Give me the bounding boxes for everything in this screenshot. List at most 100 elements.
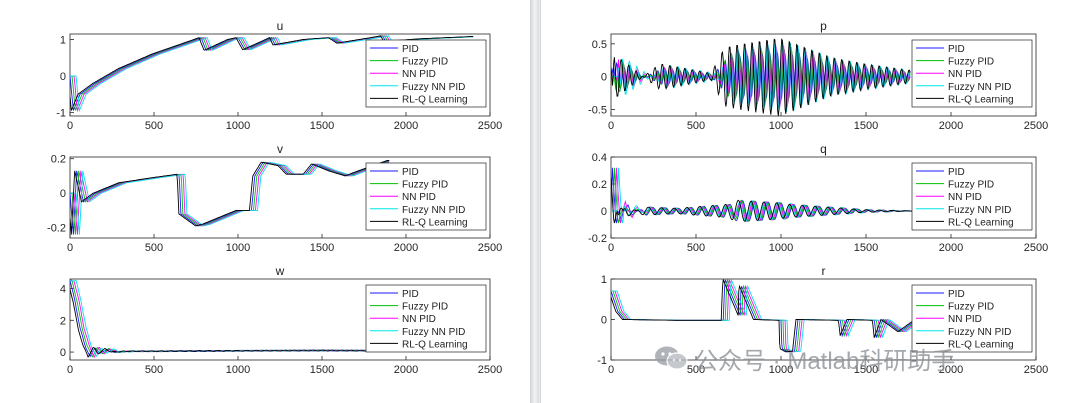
x-tick-label-p: 2000 (939, 120, 963, 132)
legend-label-w-0: PID (402, 289, 419, 300)
figure-panel-left: u 0 500 1000 1500 2000 2500 -1 0 1 PID Fuzzy PID NN … (0, 0, 531, 403)
x-tick-label-r: 1000 (769, 364, 793, 376)
y-tick-label-u: 1 (60, 34, 66, 46)
legend-label-w-3: Fuzzy NN PID (402, 327, 465, 338)
series-line-v-4 (70, 159, 390, 235)
watermark: 公众号 · Matlab科研助手 (654, 340, 955, 376)
legend-label-q-4: RL-Q Learning (948, 217, 1014, 228)
series-line-q-1 (611, 167, 917, 224)
series-line-v-2 (70, 161, 390, 235)
legend-label-p-4: RL-Q Learning (948, 94, 1014, 105)
series-group-r (611, 279, 918, 353)
series-group-p (611, 38, 911, 116)
legend-label-p-2: NN PID (948, 69, 982, 80)
x-tick-label-w: 0 (67, 364, 73, 376)
x-tick-label-w: 1000 (226, 364, 250, 376)
series-line-q-4 (611, 178, 917, 224)
legend-label-w-4: RL-Q Learning (402, 339, 468, 350)
chart-title-q: q (820, 142, 827, 156)
x-tick-label-p: 0 (608, 120, 614, 132)
legend-label-q-2: NN PID (948, 192, 982, 203)
wechat-icon (655, 346, 688, 370)
legend-label-u-0: PID (402, 44, 419, 55)
x-tick-label-q: 2500 (1024, 242, 1048, 254)
legend-label-r-1: Fuzzy PID (948, 302, 994, 313)
x-tick-label-u: 1000 (226, 120, 250, 132)
y-tick-label-r: 1 (601, 274, 607, 286)
legend-label-q-1: Fuzzy PID (948, 180, 994, 191)
series-line-v-1 (70, 160, 390, 235)
x-tick-label-p: 1500 (854, 120, 878, 132)
x-tick-label-u: 500 (145, 120, 163, 132)
legend-label-q-3: Fuzzy NN PID (948, 205, 1011, 216)
legend-label-v-0: PID (402, 167, 419, 178)
legend-label-p-3: Fuzzy NN PID (948, 82, 1011, 93)
y-tick-label-q: 0.2 (592, 179, 607, 191)
chart-title-v: v (277, 142, 283, 156)
chart-q: q0 500 1000 1500 2000 2500-0.200.20.4PIDFuzzy… (588, 142, 1048, 254)
x-tick-label-v: 1000 (226, 242, 250, 254)
chart-title-u: u (277, 19, 284, 33)
x-tick-label-w: 500 (145, 364, 163, 376)
y-tick-label-v: -0.2 (47, 223, 66, 235)
x-tick-label-v: 1500 (310, 242, 334, 254)
x-tick-label-v: 2500 (478, 242, 502, 254)
y-tick-label-q: 0.4 (592, 152, 607, 164)
legend-label-p-1: Fuzzy PID (948, 57, 994, 68)
x-tick-label-r: 2500 (1024, 364, 1048, 376)
legend-label-p-0: PID (948, 44, 965, 55)
legend-label-r-4: RL-Q Learning (948, 339, 1014, 350)
x-tick-label-r: 1500 (854, 364, 878, 376)
series-line-p-4 (611, 38, 911, 116)
legend-label-r-0: PID (948, 289, 965, 300)
x-tick-label-q: 1000 (769, 242, 793, 254)
x-tick-label-w: 1500 (310, 364, 334, 376)
legend-label-v-2: NN PID (402, 192, 436, 203)
y-tick-label-p: 0 (601, 72, 607, 84)
panel-divider[interactable] (531, 0, 539, 403)
y-tick-label-v: 0.2 (51, 154, 66, 166)
chart-title-p: p (820, 19, 827, 33)
x-tick-label-v: 0 (67, 242, 73, 254)
legend-label-v-1: Fuzzy PID (402, 180, 448, 191)
watermark-text: 公众号 · Matlab科研助手 (694, 347, 956, 375)
legend-label-v-3: Fuzzy NN PID (402, 205, 465, 216)
y-tick-label-r: -1 (597, 355, 607, 367)
y-tick-label-w: 4 (60, 284, 66, 296)
x-tick-label-r: 500 (687, 364, 705, 376)
series-line-r-4 (611, 279, 917, 353)
x-tick-label-p: 1000 (769, 120, 793, 132)
legend-label-w-1: Fuzzy PID (402, 302, 448, 313)
series-line-q-0 (611, 167, 917, 224)
x-tick-label-u: 2500 (478, 120, 502, 132)
chart-title-w: w (275, 264, 285, 278)
legend-label-r-2: NN PID (948, 314, 982, 325)
y-tick-label-p: 0.5 (592, 39, 607, 51)
chart-title-r: r (822, 264, 826, 278)
legend-label-u-4: RL-Q Learning (402, 94, 468, 105)
y-tick-label-v: 0 (60, 188, 66, 200)
y-tick-label-q: 0 (601, 206, 607, 218)
x-tick-label-q: 0 (608, 242, 614, 254)
y-tick-label-w: 0 (60, 347, 66, 359)
y-tick-label-r: 0 (601, 315, 607, 327)
x-tick-label-q: 1500 (854, 242, 878, 254)
legend-label-u-3: Fuzzy NN PID (402, 82, 465, 93)
legend-label-q-0: PID (948, 167, 965, 178)
legend-label-u-2: NN PID (402, 69, 436, 80)
x-tick-label-q: 500 (687, 242, 705, 254)
legend-label-v-4: RL-Q Learning (402, 217, 468, 228)
figure-panel-right: p 0 500 1000 1500 2000 2500 -0.5 0 0.5 PID Fuzzy PI… (540, 0, 1080, 403)
y-tick-label-u: -1 (56, 107, 66, 119)
x-tick-label-v: 500 (145, 242, 163, 254)
legend-label-r-3: Fuzzy NN PID (948, 327, 1011, 338)
series-line-v-3 (70, 161, 390, 235)
x-tick-label-p: 2500 (1024, 120, 1048, 132)
x-tick-label-w: 2000 (394, 364, 418, 376)
